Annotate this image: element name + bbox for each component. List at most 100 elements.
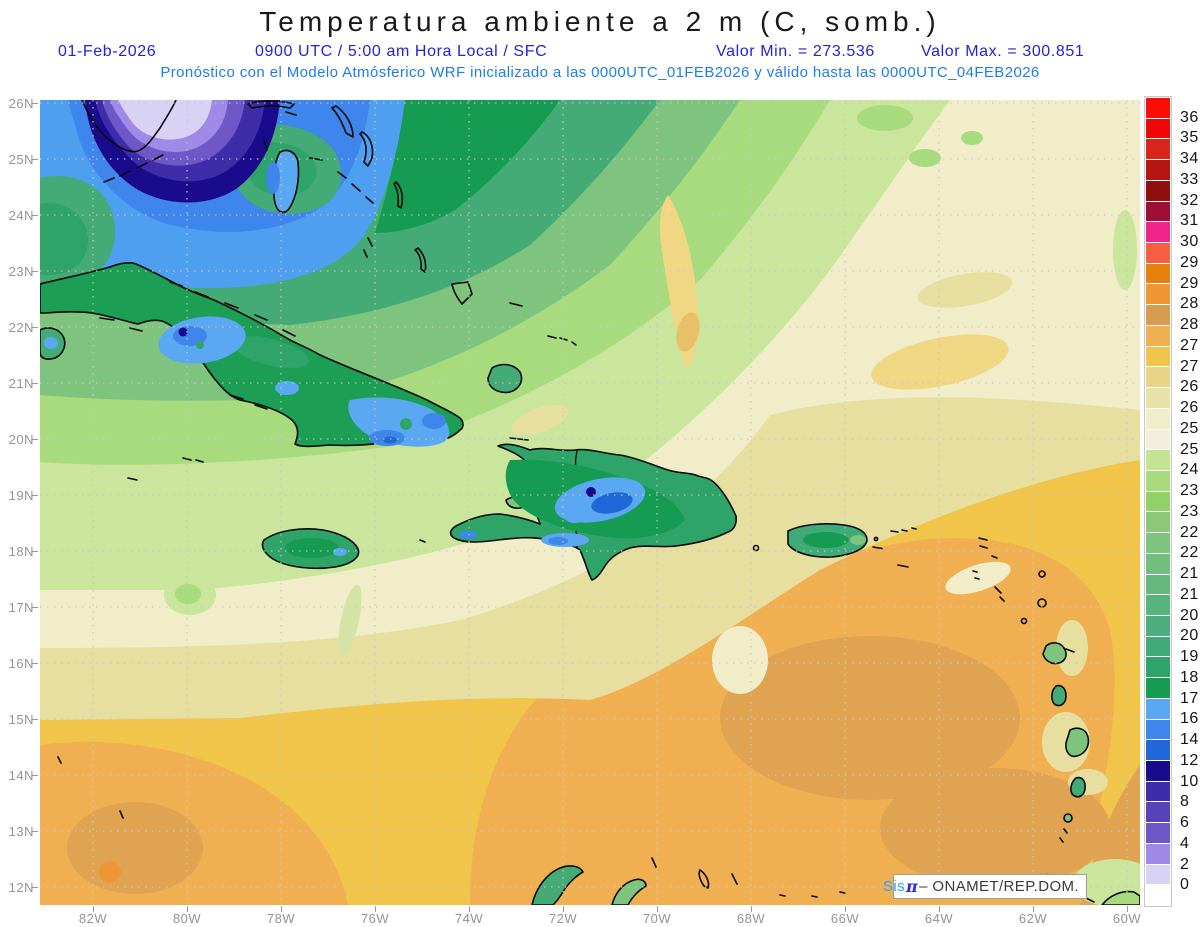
lon-tick-label: 76W — [360, 911, 390, 926]
lat-tick-mark — [32, 158, 38, 160]
map-canvas — [40, 100, 1140, 905]
colorbar-cell — [1146, 761, 1170, 782]
colorbar-tick-label: 24 — [1180, 461, 1199, 479]
colorbar-tick-label: 36 — [1180, 108, 1199, 126]
pi-icon: π — [905, 877, 919, 896]
south-america-coast — [57, 756, 846, 905]
lat-tick-mark — [32, 382, 38, 384]
colorbar-cell — [1146, 595, 1170, 616]
cuba-cays — [99, 281, 296, 481]
colorbar-cell — [1146, 139, 1170, 161]
colorbar-tick-label: 20.5 — [1180, 606, 1200, 624]
colorbar-cell — [1146, 615, 1170, 637]
lat-tick-label: 12N — [8, 880, 34, 895]
colorbar-tick-label: 33 — [1180, 170, 1199, 188]
colorbar-cell — [1146, 98, 1170, 119]
colorbar-cell — [1146, 243, 1170, 264]
valid-time: 0900 UTC / 5:00 am Hora Local / SFC — [255, 43, 548, 60]
lon-tick-label: 70W — [642, 911, 672, 926]
lat-tick-label: 15N — [8, 712, 34, 727]
forecast-init-line: Pronóstico con el Modelo Atmósferico WRF… — [160, 64, 1040, 81]
lat-tick-label: 26N — [8, 96, 34, 111]
lat-tick-label: 13N — [8, 824, 34, 839]
lat-tick-mark — [32, 102, 38, 104]
colorbar — [1144, 96, 1172, 907]
colorbar-tick-label: 23 — [1180, 502, 1199, 520]
lat-tick-label: 17N — [8, 600, 34, 615]
colorbar-tick-label: 22.5 — [1180, 523, 1200, 541]
lat-tick-mark — [32, 550, 38, 552]
colorbar-cell — [1146, 263, 1170, 285]
colorbar-cell — [1146, 533, 1170, 554]
lon-tick-label: 68W — [736, 911, 766, 926]
lon-tick-mark — [844, 906, 846, 912]
colorbar-cells — [1146, 98, 1170, 906]
colorbar-cell — [1146, 408, 1170, 430]
colorbar-tick-label: 8 — [1180, 793, 1190, 811]
lat-tick-mark — [32, 270, 38, 272]
lat-tick-label: 25N — [8, 152, 34, 167]
colorbar-cell — [1146, 305, 1170, 326]
colorbar-tick-label: 20 — [1180, 627, 1199, 645]
colorbar-tick-label: 17 — [1180, 689, 1199, 707]
lat-tick-label: 20N — [8, 432, 34, 447]
colorbar-cell — [1146, 657, 1170, 679]
lon-tick-label: 80W — [172, 911, 202, 926]
colorbar-tick-label: 34 — [1180, 150, 1199, 168]
colorbar-cell — [1146, 885, 1170, 906]
florida-coastline — [81, 100, 177, 183]
colorbar-tick-label: 14 — [1180, 731, 1199, 749]
lon-tick-mark — [374, 906, 376, 912]
lat-tick-label: 24N — [8, 208, 34, 223]
colorbar-tick-label: 23.5 — [1180, 482, 1200, 500]
florida-cold-core — [85, 100, 280, 203]
colorbar-cell — [1146, 553, 1170, 575]
colorbar-tick-label: 26.5 — [1180, 378, 1200, 396]
lon-tick-label: 82W — [78, 911, 108, 926]
colorbar-cell — [1146, 781, 1170, 803]
watermark-badge: Sis π – ONAMET/REP.DOM. — [883, 874, 1087, 899]
colorbar-tick-label: 25.5 — [1180, 419, 1200, 437]
great-inagua-island — [487, 363, 523, 394]
colorbar-tick-label: 29.7 — [1180, 253, 1200, 271]
colorbar-tick-label: 2 — [1180, 855, 1190, 873]
lon-tick-mark — [938, 906, 940, 912]
lon-tick-label: 74W — [454, 911, 484, 926]
lon-tick-mark — [750, 906, 752, 912]
lon-tick-mark — [562, 906, 564, 912]
bahamas-islands — [247, 100, 577, 346]
colorbar-tick-label: 21 — [1180, 585, 1199, 603]
colorbar-tick-label: 32 — [1180, 191, 1199, 209]
lat-tick-label: 16N — [8, 656, 34, 671]
lon-tick-label: 72W — [548, 911, 578, 926]
lon-tick-label: 66W — [830, 911, 860, 926]
colorbar-tick-label: 25 — [1180, 440, 1199, 458]
value-min-label: Valor Min. = 273.536 — [716, 43, 875, 60]
lat-tick-label: 21N — [8, 376, 34, 391]
lat-tick-label: 19N — [8, 488, 34, 503]
lon-tick-mark — [92, 906, 94, 912]
valid-date: 01-Feb-2026 — [58, 43, 157, 60]
lat-tick-label: 18N — [8, 544, 34, 559]
lat-tick-mark — [32, 886, 38, 888]
colorbar-cell — [1146, 470, 1170, 492]
tortuga-navassa — [419, 437, 529, 543]
colorbar-cell — [1146, 201, 1170, 223]
lon-tick-label: 78W — [266, 911, 296, 926]
colorbar-tick-label: 31.5 — [1180, 212, 1200, 230]
colorbar-tick-label: 16 — [1180, 710, 1199, 728]
lon-tick-mark — [656, 906, 658, 912]
lat-tick-mark — [32, 214, 38, 216]
lat-tick-mark — [32, 662, 38, 664]
lat-tick-label: 22N — [8, 320, 34, 335]
lat-tick-mark — [32, 774, 38, 776]
colorbar-cell — [1146, 429, 1170, 451]
lat-tick-mark — [32, 326, 38, 328]
colorbar-tick-label: 35 — [1180, 129, 1199, 147]
colorbar-cell — [1146, 180, 1170, 202]
lon-tick-label: 60W — [1112, 911, 1142, 926]
lat-tick-mark — [32, 494, 38, 496]
colorbar-cell — [1146, 346, 1170, 368]
lat-tick-mark — [32, 438, 38, 440]
